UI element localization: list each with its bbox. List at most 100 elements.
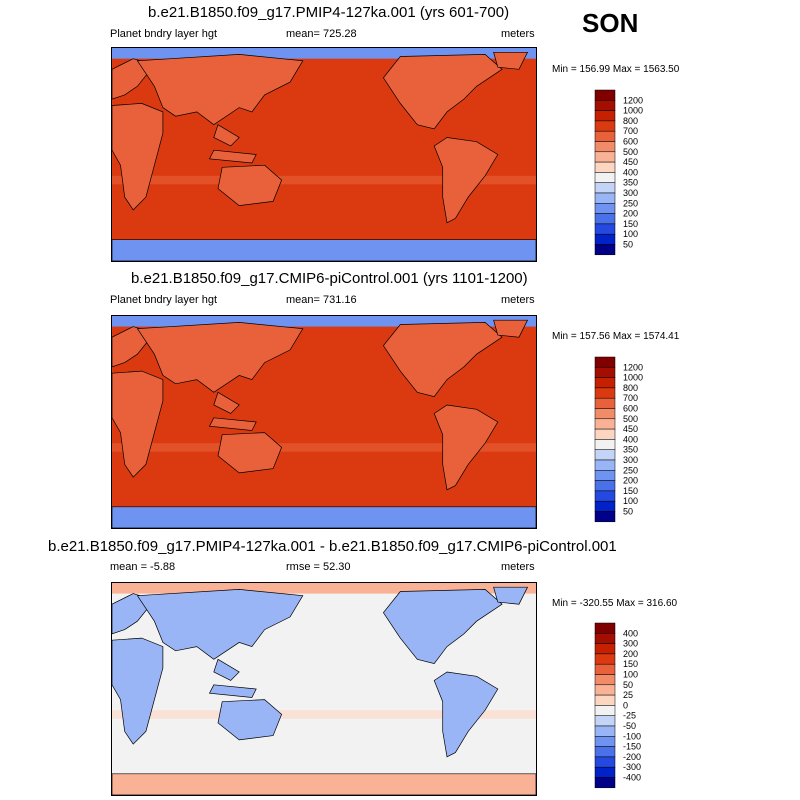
panel-2-colorbar-swatch — [594, 511, 616, 523]
panel-2-colorbar-label: 250 — [623, 465, 638, 475]
panel-3-colorbar-label: 50 — [623, 680, 633, 690]
panel-1-colorbar-svg: 1200100080070060050045040035030025020015… — [594, 89, 643, 256]
panel-3-continent-greenland — [493, 586, 529, 605]
panel-3-colorbar-label: -200 — [623, 752, 641, 762]
panel-3-colorbar-label: 0 — [623, 700, 628, 710]
panel-2-colorbar-swatch — [594, 470, 616, 481]
panel-3-continent-austral — [217, 699, 283, 741]
panel-1-colorbar-label: 300 — [623, 188, 638, 198]
panel-2-continent-austral — [217, 432, 283, 474]
panel-3-colorbar-label: 25 — [623, 690, 633, 700]
panel-1-colorbar-label: 800 — [623, 116, 638, 126]
panel-2-continent-seasia — [213, 391, 240, 414]
panel-1-colorbar-label: 200 — [623, 209, 638, 219]
panel-3-colorbar-swatch — [594, 715, 616, 727]
panel-2-colorbar-swatch — [594, 408, 616, 420]
panel-1-colorbar-label: 100 — [623, 229, 638, 239]
panel-2-continent-antarct — [112, 506, 536, 528]
panel-1-colorbar-swatch — [594, 192, 616, 204]
panel-2-colorbar-swatch — [594, 490, 616, 502]
panel-2-continent-indo — [208, 417, 257, 431]
panel-3-colorbar-swatch — [594, 633, 616, 644]
panel-2-colorbar-label: 400 — [623, 434, 638, 444]
panel-2-colorbar-label: 100 — [623, 496, 638, 506]
panel-3-colorbar-label: -50 — [623, 721, 636, 731]
panel-3-colorbar-label: -400 — [623, 773, 641, 783]
panel-1-colorbar-label: 350 — [623, 178, 638, 188]
panel-1-colorbar-swatch — [594, 130, 616, 142]
panel-1-map — [111, 47, 537, 262]
panel-1-continent-namerica — [382, 54, 503, 130]
panel-1-colorbar-swatch — [594, 100, 616, 111]
panel-2-mean: mean= 731.16 — [286, 294, 357, 306]
panel-2-colorbar-label: 600 — [623, 404, 638, 414]
panel-3-colorbar-swatch — [594, 684, 616, 696]
panel-1-colorbar-label: 450 — [623, 157, 638, 167]
panel-1-units: meters — [501, 28, 535, 40]
panel-3-colorbar-swatch — [594, 725, 616, 737]
panel-2-colorbar-label: 450 — [623, 424, 638, 434]
panel-1-colorbar-swatch — [594, 244, 616, 256]
panel-1-arctic-band — [112, 48, 536, 59]
panel-2-colorbar-swatch — [594, 356, 616, 368]
panel-2-colorbar-label: 500 — [623, 414, 638, 424]
panel-3-colorbar-label: 200 — [623, 649, 638, 659]
panel-3-colorbar-swatch — [594, 746, 616, 758]
panel-2-colorbar-swatch — [594, 418, 616, 430]
panel-2-units: meters — [501, 294, 535, 306]
panel-3-continent-indo — [208, 684, 257, 698]
panel-1-map-field — [112, 48, 536, 261]
panel-3-map-field — [112, 583, 536, 795]
panel-3-colorbar-label: -100 — [623, 731, 641, 741]
panel-1-minmax: Min = 156.99 Max = 1563.50 — [552, 64, 680, 75]
panel-1-colorbar-swatch — [594, 182, 616, 194]
panel-3-continent-antarct — [112, 773, 536, 795]
panel-2-variable: Planet bndry layer hgt — [110, 294, 218, 306]
panel-1-continent-greenland — [493, 51, 529, 70]
panel-1-continent-antarct — [112, 239, 536, 261]
panel-3-colorbar-swatch — [594, 622, 616, 634]
panel-2-colorbar-swatch — [594, 367, 616, 378]
panel-1-continent-austral — [217, 164, 283, 206]
panel-1-colorbar-swatch — [594, 213, 616, 225]
panel-3-colorbar-swatch — [594, 663, 616, 675]
panel-2-colorbar-swatch — [594, 377, 616, 389]
panel-1-colorbar-swatch — [594, 172, 616, 183]
panel-3-colorbar-swatch — [594, 756, 616, 768]
panel-2-title: b.e21.B1850.f09_g17.CMIP6-piControl.001 … — [131, 270, 528, 287]
panel-1-colorbar-swatch — [594, 110, 616, 122]
panel-2-colorbar-swatch — [594, 439, 616, 450]
panel-1-mean: mean= 725.28 — [286, 28, 357, 40]
panel-2-map-field — [112, 316, 536, 528]
panel-1-continent-africa — [112, 103, 164, 211]
panel-3-rmse: rmse = 52.30 — [286, 561, 351, 573]
panel-3-colorbar-swatch — [594, 705, 616, 716]
panel-1-colorbar-swatch — [594, 141, 616, 153]
panel-3-colorbar-label: 150 — [623, 659, 638, 669]
panel-1-colorbar-swatch — [594, 151, 616, 163]
panel-3-colorbar-label: -300 — [623, 762, 641, 772]
panel-2-colorbar-label: 350 — [623, 445, 638, 455]
panel-3-colorbar-label: 100 — [623, 670, 638, 680]
panel-2-continent-asia — [136, 322, 304, 393]
panel-3-colorbar-swatch — [594, 777, 616, 789]
panel-1-colorbar-label: 500 — [623, 147, 638, 157]
panel-3-colorbar-label: -150 — [623, 742, 641, 752]
panel-2-colorbar-label: 800 — [623, 383, 638, 393]
panel-3-colorbar-label: 400 — [623, 628, 638, 638]
panel-2-colorbar-swatch — [594, 480, 616, 492]
panel-1-colorbar-label: 700 — [623, 126, 638, 136]
panel-3-colorbar-svg: 40030020015010050250-25-50-100-150-200-3… — [594, 622, 641, 789]
panel-3-colorbar-swatch — [594, 653, 616, 665]
panel-1-colorbar-label: 150 — [623, 219, 638, 229]
panel-3-colorbar: 400 300 200 150 100 50 25 0 -25 -50 -100 -150 -200 -3… — [594, 622, 675, 793]
panel-3-continent-seasia — [213, 658, 240, 681]
panel-2-colorbar-swatch — [594, 397, 616, 409]
panel-2-colorbar-swatch — [594, 387, 616, 399]
panel-2-colorbar-svg: 1200100080070060050045040035030025020015… — [594, 356, 643, 523]
panel-1-colorbar-swatch — [594, 223, 616, 235]
panel-1-title: b.e21.B1850.f09_g17.PMIP4-127ka.001 (yrs… — [148, 4, 510, 21]
panel-1-colorbar: 1200 1000 800 700 600 500 450 400 350 300 250 200 15… — [594, 89, 675, 260]
panel-1-continent-asia — [136, 54, 304, 126]
panel-1-colorbar-swatch — [594, 161, 616, 173]
